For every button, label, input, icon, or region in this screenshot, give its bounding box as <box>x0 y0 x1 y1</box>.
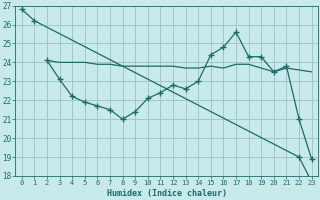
X-axis label: Humidex (Indice chaleur): Humidex (Indice chaleur) <box>107 189 227 198</box>
